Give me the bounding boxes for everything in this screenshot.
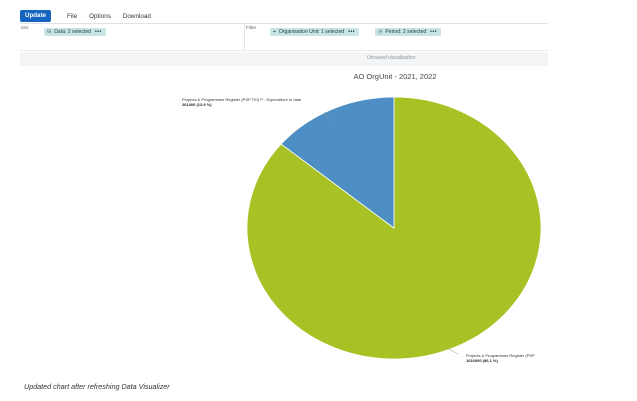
clock-icon: ◷ — [378, 29, 383, 35]
layout-panel: ries ⛁ Data: 2 selected ••• Filter ⌖ Org… — [20, 24, 548, 51]
period-dimension-chip[interactable]: ◷ Period: 2 selected ••• — [375, 28, 441, 36]
update-button[interactable]: Update — [20, 10, 51, 22]
menu-bar: Update File Options Download — [20, 9, 548, 24]
period-chip-label: Period: 2 selected — [385, 29, 427, 35]
pie-slice-1[interactable] — [280, 96, 395, 229]
file-menu[interactable]: File — [66, 12, 78, 20]
data-dimension-chip[interactable]: ⛁ Data: 2 selected ••• — [44, 28, 106, 36]
filter-axis-label: Filter — [246, 25, 257, 30]
more-options-icon[interactable]: ••• — [348, 29, 355, 35]
chart-title: AO OrgUnit - 2021, 2022 — [353, 72, 437, 81]
slice-label-value-1: 261400 (13.9 %) — [182, 102, 212, 107]
data-chip-label: Data: 2 selected — [54, 29, 92, 35]
status-strip — [20, 52, 548, 66]
slice-connector-0 — [446, 347, 459, 355]
options-menu[interactable]: Options — [89, 12, 111, 20]
layout-divider — [244, 24, 245, 50]
database-icon: ⛁ — [47, 29, 52, 35]
figure-caption: Updated chart after refreshing Data Visu… — [24, 382, 170, 391]
slice-label-name-1: Projects & Programmes Register (PSP TEI)… — [182, 97, 302, 102]
more-options-icon[interactable]: ••• — [95, 29, 102, 35]
slice-label-name-0: Projects & Programmes Register (PSP — [466, 353, 535, 358]
series-axis-label: ries — [21, 25, 29, 30]
unsaved-status-text: Unsaved visualization — [367, 55, 416, 61]
download-menu[interactable]: Download — [122, 12, 151, 20]
slice-label-value-0: 1616000 (86.1 %) — [466, 358, 498, 363]
more-options-icon[interactable]: ••• — [430, 29, 437, 35]
org-unit-icon: ⌖ — [273, 29, 276, 35]
slice-connector-1 — [323, 111, 332, 124]
org-unit-chip-label: Organisation Unit: 1 selected — [278, 29, 345, 35]
org-unit-dimension-chip[interactable]: ⌖ Organisation Unit: 1 selected ••• — [270, 28, 359, 36]
